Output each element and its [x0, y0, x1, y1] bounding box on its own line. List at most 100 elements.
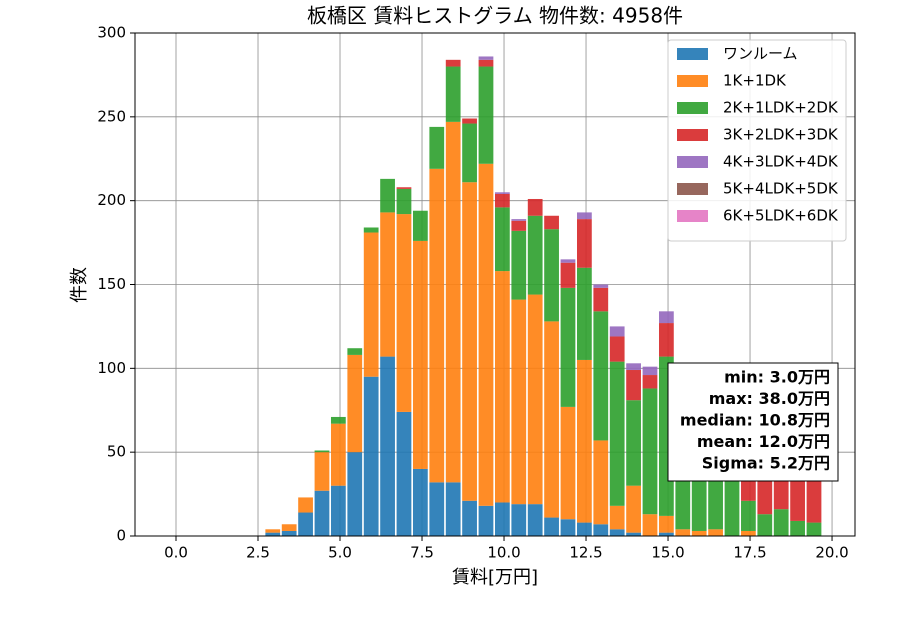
bar-segment	[478, 505, 494, 536]
bar-segment	[577, 267, 592, 360]
bar-segment	[626, 485, 641, 533]
legend-box	[667, 39, 847, 242]
x-axis-label: 賃料[万円]	[452, 567, 538, 588]
x-tick-label: 2.5	[246, 544, 270, 562]
bar-segment	[544, 321, 559, 518]
legend-label: 2K+1LDK+2DK	[723, 99, 839, 117]
chart-title: 板橋区 賃料ヒストグラム 物件数: 4958件	[307, 4, 683, 28]
bar-segment	[445, 66, 461, 122]
stats-line: Sigma: 5.2万円	[702, 454, 830, 473]
bar-segment	[609, 326, 625, 337]
stats-line: mean: 12.0万円	[697, 432, 830, 451]
y-tick-label: 200	[97, 191, 126, 209]
bar-segment	[708, 529, 723, 536]
stats-box: min: 3.0万円 max: 38.0万円 median: 10.8万円 mean:…	[667, 362, 839, 482]
bar-segment	[560, 406, 576, 520]
bar-segment	[298, 512, 313, 536]
bar-segment	[609, 505, 625, 530]
bar-segment	[281, 524, 297, 531]
bar-segment	[429, 168, 445, 483]
bar-segment	[560, 259, 576, 263]
bar-segment	[741, 530, 756, 536]
plot-frame	[134, 32, 856, 537]
legend-swatch	[677, 183, 708, 195]
stats-line: max: 38.0万円	[709, 389, 830, 408]
bar-segment	[265, 529, 281, 533]
bar-segment	[527, 215, 543, 295]
legend-swatch	[677, 210, 708, 222]
bar-segment	[330, 423, 346, 486]
bar-segment	[478, 66, 494, 164]
bar-segment	[511, 299, 527, 505]
bar-segment	[380, 178, 395, 213]
legend-swatch	[677, 48, 708, 60]
legend-swatch	[677, 156, 708, 168]
bar-segment	[412, 468, 428, 536]
bar-segment	[363, 227, 379, 233]
bar-segment	[495, 271, 510, 503]
bar-segment	[806, 477, 822, 523]
bar-segment	[347, 354, 363, 453]
legend-label: 1K+1DK	[723, 72, 787, 90]
bar-segment	[445, 59, 461, 67]
bar-segment	[380, 212, 395, 357]
x-tick-label: 12.5	[569, 544, 602, 562]
stats-line: min: 3.0万円	[724, 368, 830, 387]
bar-segment	[741, 475, 756, 501]
x-tick-label: 5.0	[328, 544, 352, 562]
bar-segment	[495, 193, 510, 208]
bar-segment	[511, 504, 527, 536]
bar-segment	[593, 284, 609, 288]
bar-segment	[724, 477, 740, 536]
bar-segment	[495, 192, 510, 194]
bar-segment	[790, 468, 805, 521]
bar-segment	[314, 490, 330, 536]
bar-segment	[527, 198, 543, 216]
x-tick-label: 10.0	[487, 544, 520, 562]
bar-segment	[445, 121, 461, 483]
bar-segment	[626, 363, 641, 371]
bar-segment	[806, 522, 822, 536]
bar-segment	[659, 532, 674, 536]
bar-segment	[757, 514, 773, 536]
bar-segment	[773, 509, 789, 536]
bar-segment	[642, 388, 658, 515]
bar-segment	[330, 416, 346, 424]
legend-label: 3K+2LDK+3DK	[723, 126, 839, 144]
bar-segment	[577, 359, 592, 523]
bar-segment	[642, 366, 658, 376]
bar-segment	[347, 348, 363, 355]
bar-segment	[675, 529, 691, 536]
bar-segment	[429, 126, 445, 169]
bar-segment	[609, 361, 625, 506]
bar-segment	[445, 482, 461, 536]
bar-segment	[462, 182, 477, 501]
bar-segment	[511, 220, 527, 231]
legend-swatch	[677, 129, 708, 141]
bar-segment	[495, 207, 510, 272]
bar-segment	[363, 376, 379, 536]
bar-segment	[609, 529, 625, 536]
legend-label: 6K+5LDK+6DK	[723, 207, 839, 225]
x-tick-label: 17.5	[733, 544, 766, 562]
bar-segment	[478, 59, 494, 67]
bar-segment	[462, 118, 477, 124]
bar-segment	[577, 212, 592, 220]
bar-segment	[642, 375, 658, 389]
bar-segment	[396, 214, 412, 412]
bar-segment	[527, 294, 543, 505]
legend-label: 5K+4LDK+5DK	[723, 180, 839, 198]
bar-segment	[265, 532, 281, 536]
bar-segment	[560, 287, 576, 407]
bar-segment	[429, 482, 445, 536]
y-tick-label: 50	[107, 443, 126, 461]
y-axis-label: 件数	[69, 267, 90, 303]
bar-segment	[347, 452, 363, 536]
bar-segment	[593, 524, 609, 536]
bar-segment	[544, 215, 559, 230]
y-tick-label: 0	[116, 527, 126, 545]
bar-segment	[544, 229, 559, 322]
bar-segment	[659, 311, 674, 324]
bar-segment	[363, 232, 379, 377]
bar-segment	[593, 440, 609, 525]
